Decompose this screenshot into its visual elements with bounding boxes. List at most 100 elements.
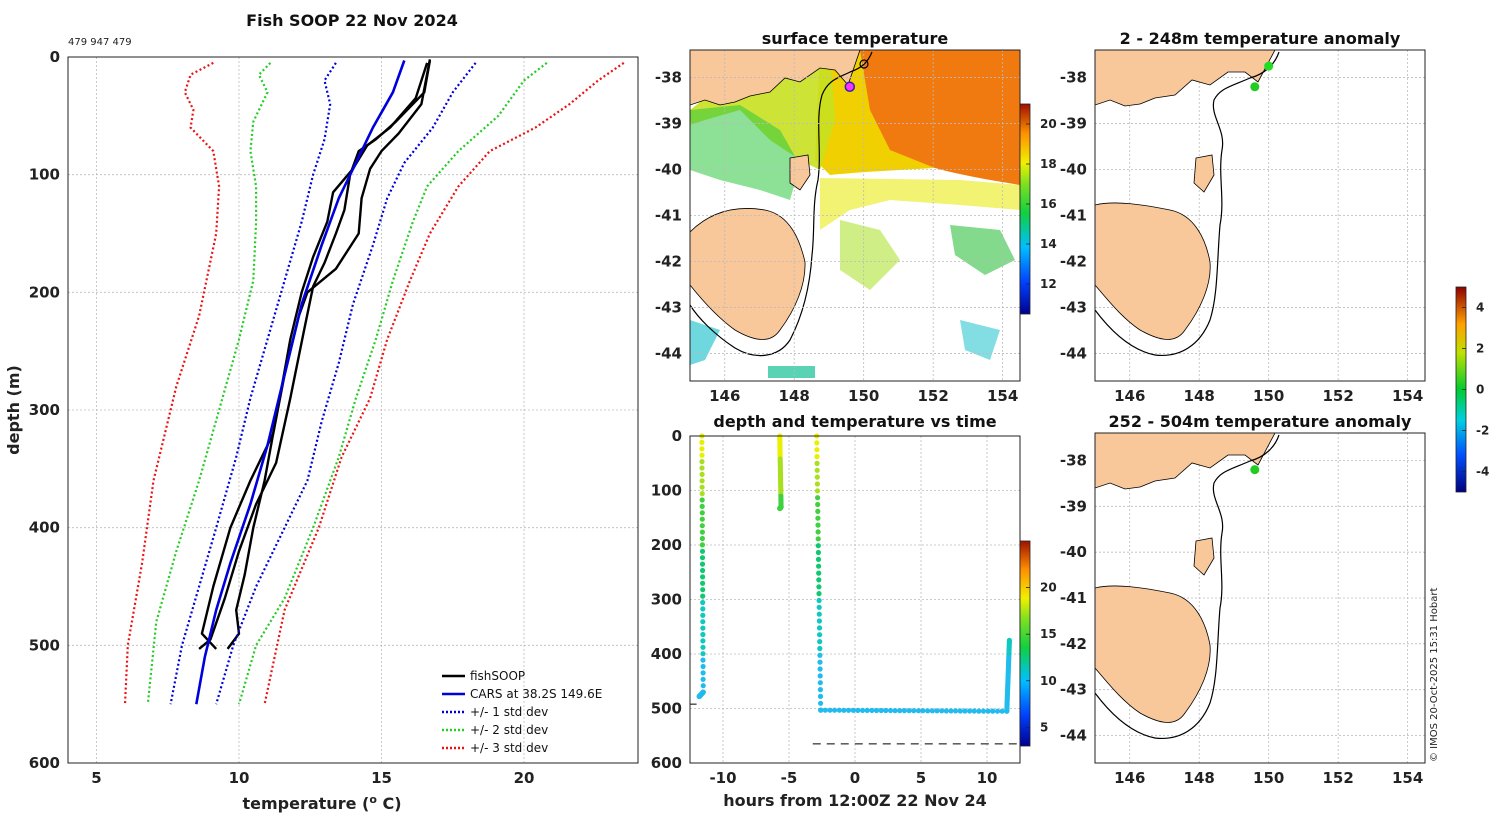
sst-south-east-patch bbox=[960, 320, 1000, 360]
dvt-ytick-label: 100 bbox=[651, 482, 682, 500]
dvt-xtick-label: 0 bbox=[850, 769, 860, 787]
sst-flinders-island bbox=[789, 154, 811, 191]
anomaly-colorbar-ticks: -4 -2 0 2 4 bbox=[1462, 301, 1489, 479]
anomaly-upper-title: 2 - 248m temperature anomaly bbox=[1120, 29, 1401, 48]
anomaly-lower-title: 252 - 504m temperature anomaly bbox=[1109, 412, 1412, 431]
profile-ytick-label: 400 bbox=[29, 519, 60, 537]
dvt-point bbox=[816, 604, 822, 610]
dvt-point bbox=[696, 693, 702, 700]
sst-ytick-label: -40 bbox=[655, 161, 682, 179]
dvt-ytick-label: 500 bbox=[651, 700, 682, 718]
dvt-colorbar-label: 10 bbox=[1040, 674, 1057, 688]
dvt-point bbox=[699, 510, 705, 516]
dvt-point bbox=[883, 707, 889, 714]
dvt-point bbox=[814, 454, 820, 460]
dvt-colorbar-ticks: 5 10 15 20 bbox=[1026, 581, 1057, 734]
legend-label-std1: +/- 1 std dev bbox=[470, 705, 548, 719]
dvt-point bbox=[939, 708, 945, 714]
anomaly-upper-ytick-label: -42 bbox=[1060, 252, 1087, 270]
dvt-point bbox=[887, 707, 894, 714]
dvt-point bbox=[999, 708, 1005, 714]
sst-xtick-label: 154 bbox=[987, 387, 1018, 405]
dvt-point bbox=[699, 452, 705, 458]
anomaly-upper-flinders-island bbox=[1193, 154, 1215, 193]
dvt-point bbox=[822, 707, 828, 713]
profile-ytick-label: 0 bbox=[50, 48, 60, 66]
anomaly-upper-xtick-label: 154 bbox=[1392, 387, 1423, 405]
dvt-point bbox=[700, 606, 706, 612]
dvt-point bbox=[906, 708, 912, 714]
sst-xtick-label: 150 bbox=[848, 387, 879, 405]
anomaly-upper-map: 2 - 248m temperature anomaly 146 148 150 15… bbox=[1060, 29, 1426, 405]
anomaly-lower-ticks: 146 148 150 152 154 -38 -39 -40 -41 -42 -43 -44 bbox=[1060, 452, 1423, 788]
anomaly-lower-xtick-label: 146 bbox=[1114, 769, 1145, 787]
dvt-point bbox=[817, 639, 823, 645]
sst-tasmania bbox=[690, 208, 806, 340]
dvt-point bbox=[817, 632, 823, 638]
profile-ytick-label: 300 bbox=[29, 401, 60, 419]
anomaly-upper-xtick-label: 150 bbox=[1253, 387, 1284, 405]
dvt-point bbox=[985, 708, 991, 714]
sst-yellow-fringe bbox=[820, 178, 1020, 230]
dvt-point bbox=[700, 599, 706, 606]
dvt-point bbox=[699, 478, 705, 484]
dvt-point bbox=[699, 497, 705, 503]
dvt-point bbox=[817, 680, 823, 686]
dvt-point bbox=[700, 593, 706, 599]
dvt-colorbar-label: 20 bbox=[1040, 581, 1057, 595]
anomaly-lower-tasmania bbox=[1095, 585, 1211, 723]
dvt-ytick-label: 200 bbox=[651, 536, 682, 554]
dvt-point bbox=[967, 708, 973, 714]
dvt-point bbox=[815, 543, 821, 549]
anomaly-colorbar-label: -2 bbox=[1476, 424, 1489, 438]
dvt-point bbox=[699, 491, 705, 497]
sst-ytick-label: -39 bbox=[655, 115, 682, 133]
sst-marker-north bbox=[859, 59, 869, 69]
dvt-point bbox=[897, 708, 903, 714]
dvt-point bbox=[815, 549, 822, 556]
anomaly-lower-ytick-label: -42 bbox=[1060, 635, 1087, 653]
dvt-ytick-label: 0 bbox=[672, 427, 682, 445]
dvt-point bbox=[816, 563, 822, 569]
dvt-point bbox=[700, 619, 706, 625]
sst-colorbar-label: 12 bbox=[1040, 277, 1057, 291]
anomaly-lower-mainland bbox=[1095, 433, 1276, 490]
dvt-point bbox=[700, 612, 706, 618]
dvt-point bbox=[915, 708, 922, 714]
dvt-point bbox=[976, 708, 982, 714]
anomaly-upper-xtick-label: 146 bbox=[1114, 387, 1145, 405]
anomaly-upper-ytick-label: -44 bbox=[1060, 344, 1087, 362]
profile-ytick-label: 600 bbox=[29, 754, 60, 772]
dvt-point bbox=[832, 707, 838, 713]
dvt-point bbox=[816, 584, 822, 590]
dvt-point bbox=[925, 708, 931, 714]
profile-xlabel: temperature (o C) bbox=[242, 793, 401, 813]
dvt-point bbox=[815, 501, 821, 508]
dvt-point bbox=[815, 556, 822, 563]
dvt-ytick-label: 400 bbox=[651, 645, 682, 663]
dvt-point bbox=[699, 555, 706, 561]
sst-ytick-label: -42 bbox=[655, 252, 682, 270]
legend-label-std3: +/- 3 std dev bbox=[470, 741, 548, 755]
sst-xtick-label: 148 bbox=[779, 387, 810, 405]
dvt-point bbox=[700, 657, 706, 663]
dvt-colorbar-label: 5 bbox=[1040, 720, 1048, 734]
profile-grid bbox=[68, 57, 638, 763]
fishsoop-line bbox=[226, 59, 432, 650]
dvt-point bbox=[814, 440, 820, 446]
dvt-point bbox=[911, 708, 917, 714]
dvt-point bbox=[962, 708, 968, 714]
cars-line bbox=[195, 60, 406, 705]
dvt-point bbox=[699, 439, 705, 445]
anomaly-lower-ytick-label: -39 bbox=[1060, 497, 1087, 515]
dvt-point bbox=[700, 670, 706, 676]
main-title: Fish SOOP 22 Nov 2024 bbox=[246, 11, 458, 30]
sst-colorbar-ticks: 12 14 16 18 20 bbox=[1026, 117, 1057, 291]
anomaly-lower-xtick-label: 154 bbox=[1392, 769, 1423, 787]
dvt-point bbox=[1006, 637, 1013, 644]
dvt-point bbox=[699, 484, 705, 490]
dvt-xtick-label: 5 bbox=[916, 769, 926, 787]
dvt-point bbox=[980, 708, 987, 714]
